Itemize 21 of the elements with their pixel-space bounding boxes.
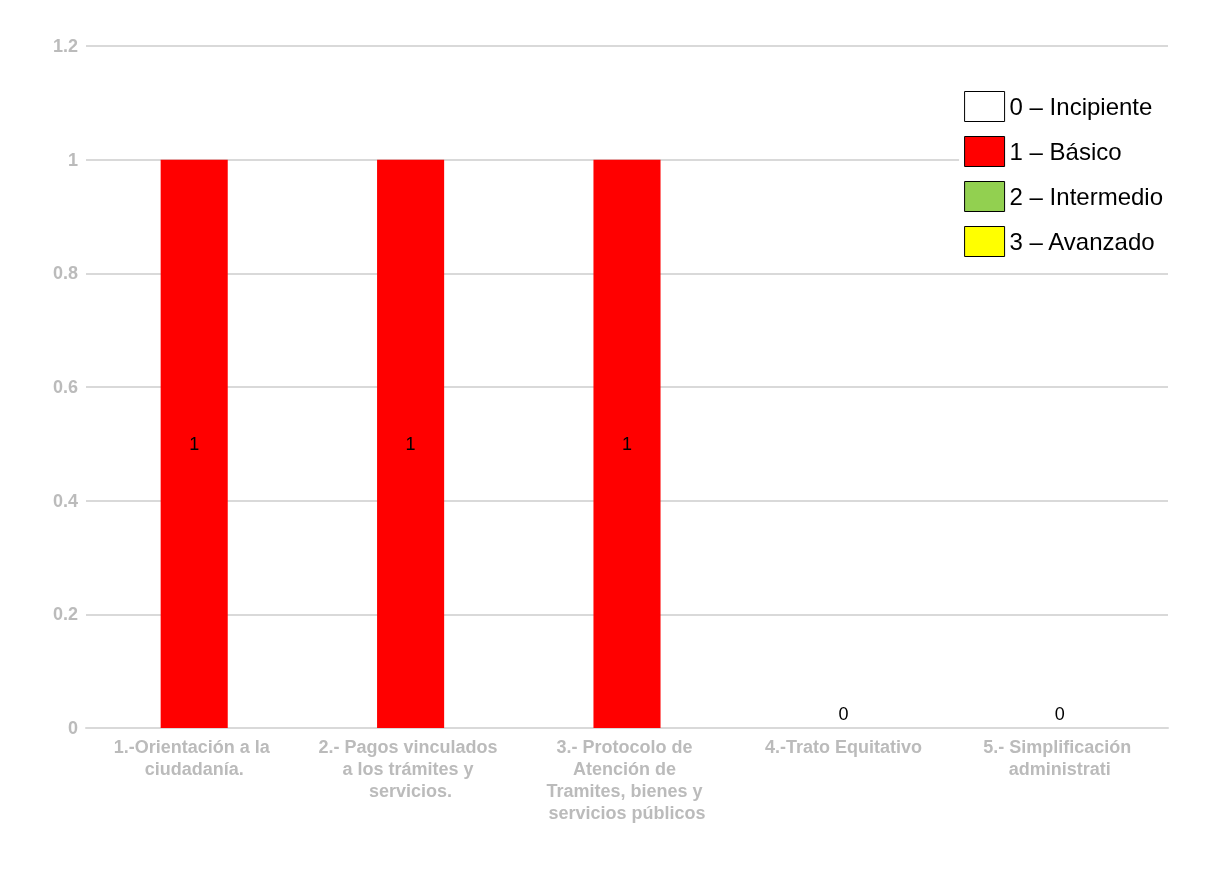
legend-label: 0 – Incipiente — [1009, 93, 1153, 120]
x-tick-label: 1.-Orientación a la ciudadanía. — [113, 737, 275, 779]
x-tick-label: 3.- Protocolo de Atención de Tramites, bienes y servicios públicos — [546, 737, 708, 823]
data-label: 1 — [405, 433, 416, 454]
y-tick-label: 0.2 — [52, 604, 78, 625]
y-tick-label: 1.2 — [52, 36, 78, 56]
legend-label: 2 – Intermedio — [1009, 183, 1163, 210]
legend-label: 3 – Avanzado — [1009, 228, 1155, 255]
y-tick-label: 0.4 — [52, 490, 78, 511]
data-label: 0 — [1054, 704, 1065, 724]
x-tick-label: 4.-Trato Equitativo — [764, 737, 922, 757]
y-tick-label: 0.6 — [52, 377, 78, 397]
y-tick-label: 0.8 — [52, 263, 78, 284]
y-tick-label: 0 — [67, 718, 78, 738]
x-tick-label: 2.- Pagos vinculados a los trámites y servicios. — [318, 737, 503, 801]
y-tick-label: 1 — [67, 149, 78, 170]
legend-label: 1 – Básico — [1009, 138, 1122, 165]
data-label: 1 — [189, 433, 200, 454]
x-tick-label: 5.- Simplificación administrati — [983, 737, 1137, 779]
data-label: 1 — [621, 433, 633, 454]
data-label: 0 — [838, 704, 849, 724]
